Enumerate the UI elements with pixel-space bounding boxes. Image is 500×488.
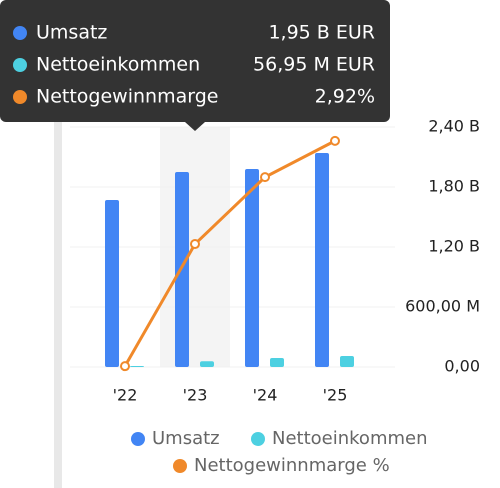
y-tick-label: 0,00 [444,357,480,376]
x-tick-label: '23 [183,386,208,405]
tooltip-name: Umsatz [36,22,107,44]
line-marker [330,135,340,146]
y-tick-label: 1,80 B [428,177,480,196]
line-marker [260,172,270,183]
y-tick-label: 2,40 B [428,117,480,136]
side-rule [54,0,62,488]
legend-swatch [131,432,145,446]
tooltip-value: 1,95 B EUR [268,22,375,44]
legend-swatch [173,459,187,473]
tooltip-swatch [13,26,27,40]
legend-label: Nettoeinkommen [272,428,428,449]
tooltip-box [0,0,390,122]
tooltip-name: Nettoeinkommen [36,54,200,76]
bar [245,169,259,367]
line-marker [120,361,130,372]
y-tick-label: 600,00 M [405,297,480,316]
legend-label: Nettogewinnmarge % [194,455,390,476]
legend-label: Umsatz [152,428,220,449]
bar [105,200,119,367]
tooltip-value: 56,95 M EUR [253,54,375,76]
tooltip-value: 2,92% [315,86,375,108]
bar [130,366,144,367]
tooltip-swatch [13,90,27,104]
tooltip-swatch [13,58,27,72]
bar [315,153,329,367]
plot: 0,00 600,00 M 1,20 B 1,80 B 2,40 B '22 '23 '24 '… [70,117,480,476]
x-tick-label: '24 [253,386,278,405]
tooltip-pointer [185,122,205,131]
bar [340,356,354,367]
tooltip: Umsatz 1,95 B EUR Nettoeinkommen 56,95 M EU… [0,0,390,131]
legend-swatch [251,432,265,446]
line [123,139,336,367]
bar [270,358,284,367]
x-tick-label: '22 [113,386,138,405]
y-tick-label: 1,20 B [428,237,480,256]
tooltip-name: Nettogewinnmarge [36,86,218,108]
x-tick-label: '25 [323,386,348,405]
bar [200,361,214,367]
line-marker [190,239,200,250]
